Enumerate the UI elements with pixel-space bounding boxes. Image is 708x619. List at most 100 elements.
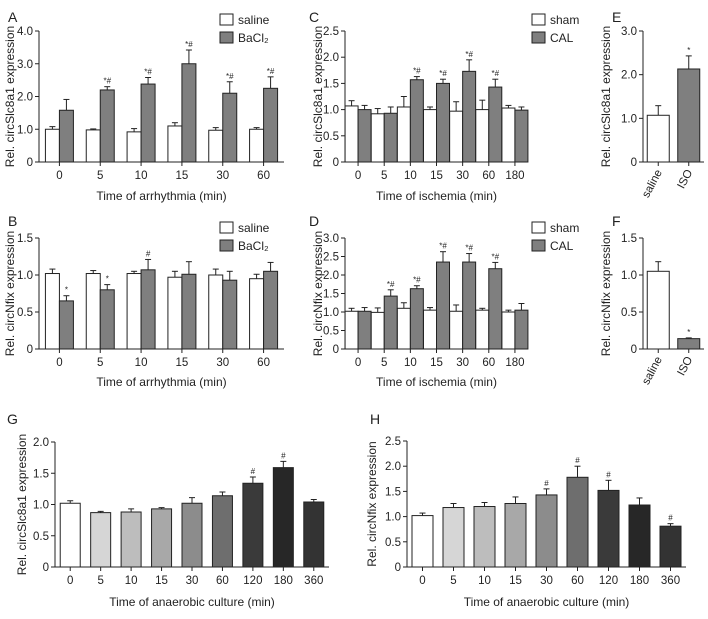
panel-a-significance-label: *# <box>144 68 152 77</box>
panel-b-x-tick-label: 15 <box>176 357 189 369</box>
panel-h-y-tick-label: 2.5 <box>385 436 401 448</box>
panel-e-bar <box>646 114 670 163</box>
panel-c-legend-swatch <box>531 13 546 26</box>
panel-d-bar <box>514 309 529 350</box>
panel-h-bar <box>628 504 651 568</box>
panel-c-legend-label: CAL <box>550 31 574 45</box>
panel-b-y-tick-label: 0 <box>27 344 33 356</box>
panel-b-y-label: Rel. circNfix expression <box>3 231 17 356</box>
panel-f-x-tick-label: ISO <box>676 355 696 378</box>
panel-d-significance-label: *# <box>413 276 421 285</box>
panel-b-bar <box>126 273 142 350</box>
panel-g-y-tick-label: 1.5 <box>33 468 49 480</box>
panel-g-y-tick-label: 0.5 <box>33 531 49 543</box>
panel-c-bar <box>344 105 359 163</box>
panel-a-significance-label: *# <box>226 72 234 81</box>
panel-b-significance-label: * <box>106 275 109 284</box>
panel-a-significance-label: *# <box>103 77 111 86</box>
panel-d-x-tick-label: 0 <box>355 357 361 369</box>
panel-h-bar <box>504 502 527 568</box>
panel-e-y-label: Rel. circSlc8a1 expression <box>599 26 613 167</box>
panel-d-y-tick-label: 1.0 <box>323 307 339 319</box>
panel-a-bar <box>126 131 142 163</box>
panel-g-bar <box>272 467 294 568</box>
panel-b-bar <box>44 273 60 350</box>
panel-a-bar <box>167 125 183 163</box>
panel-d-x-tick-label: 10 <box>404 357 417 369</box>
panel-g-bar <box>120 511 142 568</box>
panel-f-letter: F <box>612 213 621 229</box>
panel-c-y-tick-label: 2.0 <box>323 52 339 64</box>
panel-c-y-tick-label: 2.5 <box>323 26 339 38</box>
panel-f: F 0 0.5 1.0 1.5 Rel. circNfix expression salin… <box>599 213 704 387</box>
panel-d-bar <box>383 295 398 350</box>
panel-d-legend-label: sham <box>550 221 579 235</box>
panel-h-x-tick-label: 60 <box>571 575 584 587</box>
panel-b-bar <box>263 270 279 350</box>
panel-b-letter: B <box>8 213 17 229</box>
panel-b-bar <box>249 278 265 350</box>
panel-d-y-tick-label: 3.0 <box>323 233 339 245</box>
panel-g-y-label: Rel. circSlc8a1 expression <box>15 434 29 575</box>
panel-a-y-tick-label: 2.0 <box>17 92 33 104</box>
panel-f-y-tick-label: 1.0 <box>621 270 637 282</box>
panel-g-bar <box>211 495 233 568</box>
panel-g-bar <box>242 482 264 568</box>
panel-a-bar <box>208 129 224 163</box>
panel-h-y-tick-label: 0.5 <box>385 537 401 549</box>
panel-b-bar <box>99 289 115 350</box>
panel-d-significance-label: *# <box>492 252 500 261</box>
panel-a-x-tick-label: 10 <box>135 170 148 182</box>
panel-c-bar <box>383 112 398 163</box>
panel-g: G 0 0.5 1.0 1.5 2.0 Rel. circSlc8a1 expression… <box>7 411 329 609</box>
panel-d-bar <box>370 311 385 350</box>
panel-h-x-tick-label: 120 <box>599 575 618 587</box>
panel-d-x-tick-label: 15 <box>430 357 443 369</box>
panel-c-bar <box>396 106 411 163</box>
panel-e-bar <box>677 68 701 163</box>
panel-d-bar <box>396 307 411 350</box>
panel-d-legend-label: CAL <box>550 239 574 253</box>
panel-b-bar <box>140 269 156 350</box>
panel-a-bar <box>263 87 279 163</box>
panel-d-bar <box>436 261 450 350</box>
panel-h-bar <box>411 515 434 568</box>
panel-d-bar <box>475 309 490 350</box>
panel-c-bar <box>409 79 424 163</box>
panel-h-x-tick-label: 360 <box>661 575 680 587</box>
panel-a-bar <box>222 92 238 163</box>
panel-f-bar <box>646 270 670 350</box>
panel-d-x-tick-label: 60 <box>482 357 495 369</box>
panel-b-y-tick-label: 0.5 <box>17 307 33 319</box>
panel-a-y-label: Rel. circSlc8a1 expression <box>3 26 17 167</box>
panel-c-bar <box>436 82 450 163</box>
panel-c-y-tick-label: 0 <box>333 157 339 169</box>
panel-c-bar <box>462 70 477 163</box>
panel-d-letter: D <box>309 213 319 229</box>
panel-h-significance-label: # <box>668 514 673 523</box>
panel-g-bar <box>151 508 173 568</box>
panel-f-y-tick-label: 1.5 <box>621 233 637 245</box>
panel-g-x-tick-label: 10 <box>125 575 138 587</box>
panel-d-y-tick-label: 0.5 <box>323 326 339 338</box>
panel-a-legend-swatch <box>219 13 234 26</box>
panel-b-x-tick-label: 60 <box>257 357 270 369</box>
panel-e-y-tick-label: 2.0 <box>621 70 637 82</box>
panel-d-x-label: Time of ischemia (min) <box>376 375 497 389</box>
panel-d-bar <box>357 310 372 350</box>
panel-g-x-tick-label: 0 <box>67 575 73 587</box>
panel-b-legend-label: saline <box>238 221 270 235</box>
panel-h-y-tick-label: 0 <box>395 562 401 574</box>
panel-c-significance-label: *# <box>465 50 473 59</box>
panel-b-significance-label: # <box>146 249 151 258</box>
panel-h-y-tick-label: 2.0 <box>385 461 401 473</box>
panel-h-x-tick-label: 180 <box>630 575 649 587</box>
panel-e-x-tick-label: saline <box>640 168 665 200</box>
panel-g-x-tick-label: 30 <box>186 575 199 587</box>
panel-c-bar <box>423 109 437 163</box>
panel-f-y-tick-label: 0.5 <box>621 307 637 319</box>
panel-h-bar <box>535 494 558 568</box>
panel-h-bar <box>473 506 496 568</box>
